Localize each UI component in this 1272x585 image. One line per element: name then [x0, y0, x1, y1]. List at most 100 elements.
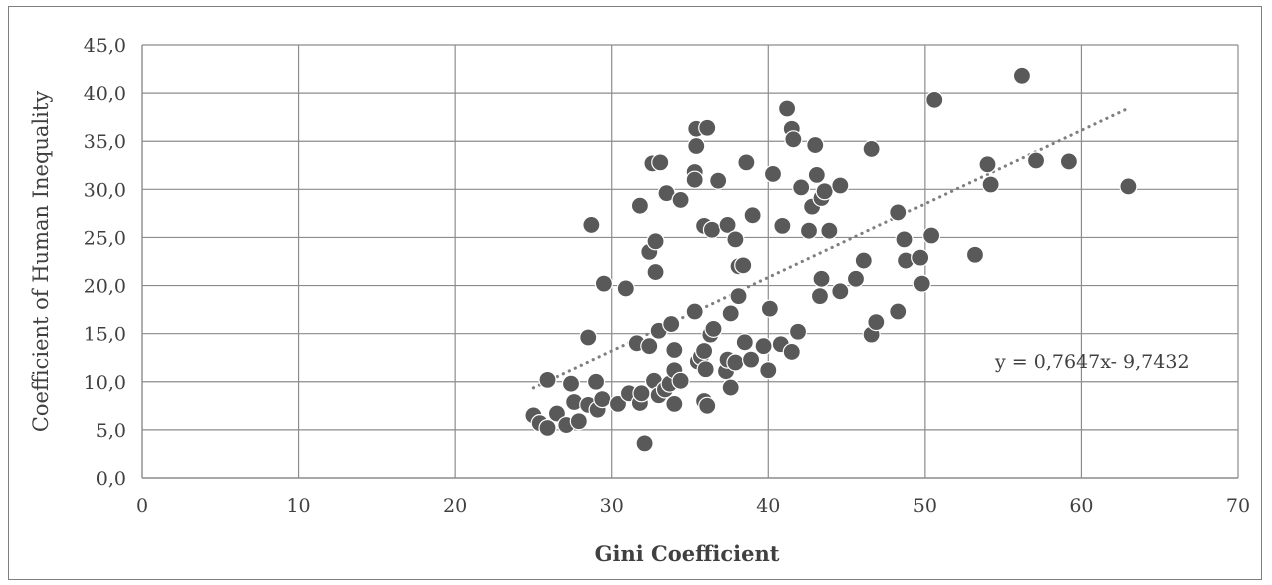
y-axis-title: Coefficient of Human Inequality [29, 91, 53, 432]
data-point [721, 304, 740, 323]
data-point [698, 396, 717, 415]
data-point [799, 221, 819, 240]
data-point [729, 287, 748, 306]
data-point [635, 434, 654, 453]
data-point [671, 190, 690, 210]
data-point [646, 262, 665, 282]
data-point [704, 319, 723, 338]
data-point [737, 153, 756, 172]
data-point [773, 216, 792, 235]
data-point [586, 372, 606, 391]
data-point [1119, 177, 1138, 196]
data-point [754, 337, 773, 356]
data-point [889, 203, 908, 222]
data-point [1059, 152, 1079, 171]
data-point [807, 165, 826, 184]
data-point [665, 340, 684, 360]
data-point [889, 302, 908, 321]
data-point [862, 139, 881, 159]
data-point [743, 206, 762, 225]
x-tick-label: 60 [1069, 495, 1093, 517]
data-point [630, 196, 649, 215]
trendline [531, 106, 1131, 390]
data-point [569, 412, 588, 431]
data-point [561, 374, 581, 393]
x-tick-label: 20 [443, 495, 467, 517]
data-point [721, 378, 740, 397]
data-point [978, 155, 997, 174]
data-point [640, 337, 659, 356]
data-point [788, 322, 808, 341]
data-point [662, 314, 681, 334]
data-point [671, 371, 690, 390]
data-point [646, 232, 665, 251]
data-point [734, 256, 753, 275]
chart-frame [8, 6, 1262, 580]
x-axis-title: Gini Coefficient [595, 541, 780, 566]
data-point [685, 170, 704, 189]
y-tick-labels: 0,0 5,0 10,0 15,0 20,0 25,0 30,0 35,0 40,0 45,0 [84, 35, 126, 490]
data-point [694, 341, 714, 361]
data-point [579, 328, 598, 347]
data-point [759, 361, 778, 380]
data-point [594, 274, 613, 293]
data-point [831, 176, 850, 195]
trendline-equation: y = 0,7647x- 9,7432 [994, 351, 1190, 373]
data-point [538, 418, 557, 438]
data-point [593, 389, 612, 409]
data-point [820, 221, 839, 240]
data-point [782, 342, 801, 362]
data-point [895, 230, 914, 249]
gridlines [142, 44, 1239, 478]
data-point [925, 90, 944, 109]
y-tick-label: 35,0 [84, 131, 126, 153]
data-point [867, 313, 886, 332]
y-tick-label: 5,0 [96, 420, 126, 442]
x-tick-label: 40 [756, 495, 780, 517]
y-tick-label: 45,0 [84, 35, 126, 57]
data-point [965, 245, 985, 264]
data-point [812, 269, 831, 288]
data-point [696, 360, 715, 379]
y-tick-label: 15,0 [84, 324, 126, 346]
data-point [831, 282, 850, 301]
y-tick-label: 0,0 [96, 468, 126, 490]
data-point [616, 279, 635, 298]
data-point [718, 215, 737, 235]
y-tick-label: 25,0 [84, 227, 126, 249]
x-tick-label: 0 [136, 495, 148, 517]
data-point [726, 353, 745, 372]
data-point [632, 384, 651, 403]
data-point [763, 164, 783, 184]
data-point [846, 269, 866, 288]
data-point [806, 135, 825, 155]
data-point [538, 370, 557, 389]
data-point [685, 302, 704, 321]
x-tick-labels: 0 10 20 30 40 50 60 70 [136, 495, 1250, 517]
data-point [1026, 151, 1046, 170]
data-point [760, 299, 779, 318]
data-point [981, 175, 1000, 194]
data-point [854, 251, 873, 270]
x-tick-label: 30 [600, 495, 624, 517]
data-point [912, 274, 931, 293]
axes [141, 45, 1238, 479]
data-point [1012, 66, 1032, 85]
x-tick-label: 70 [1226, 495, 1250, 517]
data-point [922, 226, 941, 245]
data-point [777, 99, 797, 118]
data-point [687, 136, 706, 156]
data-point [665, 394, 684, 414]
y-tick-label: 20,0 [84, 276, 126, 298]
x-tick-label: 10 [286, 495, 310, 517]
data-points [524, 66, 1138, 453]
data-point [815, 182, 834, 201]
data-point [735, 333, 754, 352]
data-point [651, 153, 670, 172]
y-tick-label: 30,0 [84, 179, 126, 201]
data-point [911, 248, 930, 267]
data-point [582, 215, 601, 235]
data-point [709, 171, 728, 190]
trendline-line [531, 106, 1131, 390]
